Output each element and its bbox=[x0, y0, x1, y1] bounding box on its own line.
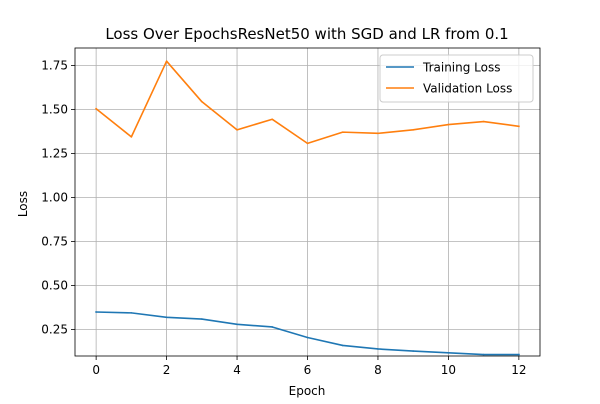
y-tick-label-2: 0.75 bbox=[41, 235, 68, 249]
data-point-1-1 bbox=[130, 136, 133, 138]
data-point-1-5 bbox=[271, 118, 274, 121]
data-point-0-7 bbox=[341, 344, 344, 347]
data-point-1-12 bbox=[518, 125, 520, 128]
x-tick-label-4: 8 bbox=[374, 363, 382, 377]
data-point-0-3 bbox=[201, 318, 203, 320]
series-lines bbox=[95, 60, 520, 356]
y-tick-label-5: 1.50 bbox=[41, 103, 68, 117]
data-point-1-0 bbox=[95, 107, 97, 110]
data-point-0-8 bbox=[377, 348, 379, 350]
legend-label-0: Training Loss bbox=[422, 61, 500, 75]
data-point-0-2 bbox=[165, 316, 168, 319]
y-axis-label: Loss bbox=[16, 191, 30, 217]
data-point-0-6 bbox=[306, 336, 309, 339]
data-point-1-7 bbox=[341, 131, 344, 133]
legend-box bbox=[379, 54, 534, 103]
x-axis-label: Epoch bbox=[289, 384, 326, 398]
data-point-0-1 bbox=[130, 312, 133, 314]
y-tick-label-3: 1.00 bbox=[41, 191, 68, 205]
data-point-0-12 bbox=[518, 353, 520, 356]
data-point-1-6 bbox=[306, 142, 309, 145]
x-tick-label-5: 10 bbox=[441, 363, 456, 377]
y-tick-label-6: 1.75 bbox=[41, 59, 68, 73]
data-point-0-4 bbox=[236, 323, 238, 326]
data-point-1-3 bbox=[201, 100, 203, 103]
data-point-1-2 bbox=[165, 60, 168, 62]
data-point-1-9 bbox=[412, 129, 414, 131]
legend-label-1: Validation Loss bbox=[423, 82, 512, 96]
x-tick-label-3: 6 bbox=[304, 363, 312, 377]
y-tick-label-4: 1.25 bbox=[41, 147, 68, 161]
ticks: 0 2 4 6 8 10 12 0.25 0.50 0.75 1.00 1.25 1.50 1.75 bbox=[41, 59, 526, 377]
data-point-1-4 bbox=[236, 129, 238, 131]
data-point-1-11 bbox=[482, 120, 485, 123]
x-tick-label-1: 2 bbox=[163, 363, 171, 377]
data-point-1-10 bbox=[447, 123, 450, 126]
chart-title: Loss Over EpochsResNet50 with SGD and LR… bbox=[105, 25, 508, 43]
legend: Training Loss Validation Loss bbox=[379, 54, 534, 103]
y-tick-label-1: 0.50 bbox=[41, 279, 68, 293]
data-point-1-8 bbox=[377, 132, 379, 135]
data-point-0-11 bbox=[482, 353, 485, 356]
data-point-0-0 bbox=[95, 311, 97, 313]
x-tick-label-0: 0 bbox=[92, 363, 100, 377]
x-tick-label-2: 4 bbox=[233, 363, 241, 377]
x-tick-label-6: 12 bbox=[511, 363, 526, 377]
data-point-0-9 bbox=[412, 350, 414, 352]
data-point-0-10 bbox=[447, 352, 450, 354]
y-tick-label-0: 0.25 bbox=[41, 323, 68, 337]
data-point-0-5 bbox=[271, 326, 274, 328]
